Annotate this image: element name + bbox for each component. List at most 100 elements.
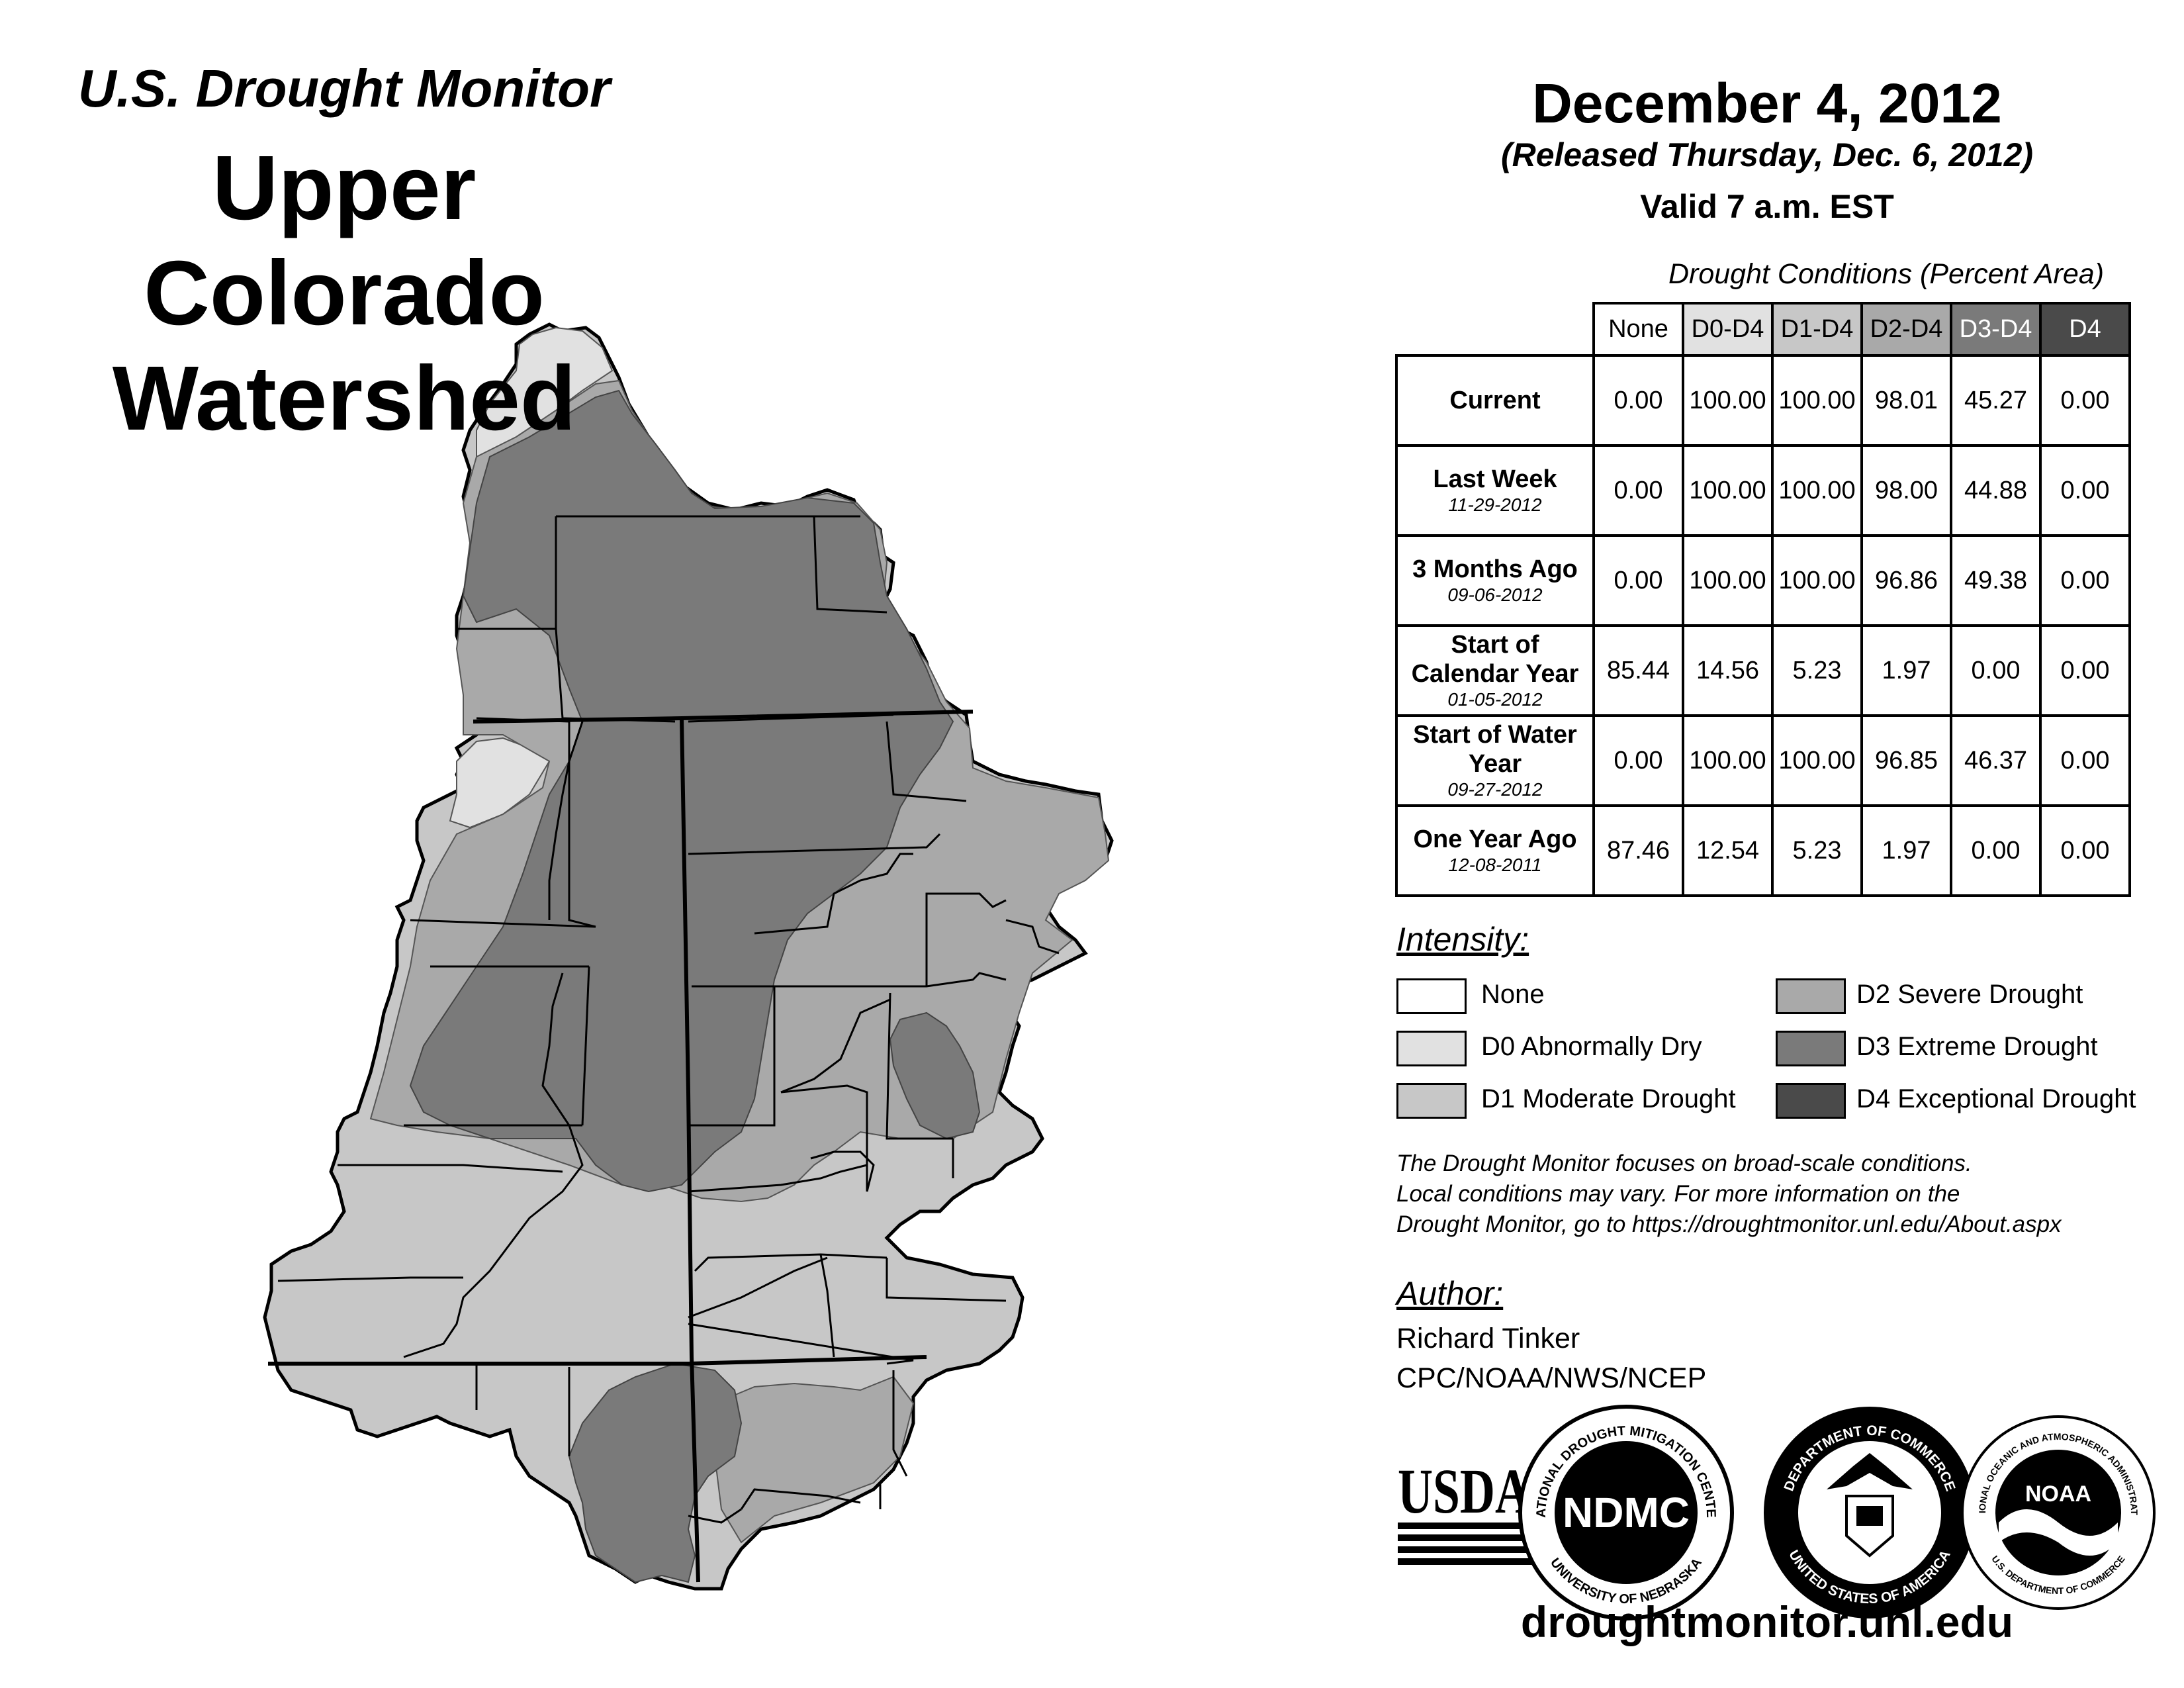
col-header-none: None xyxy=(1592,302,1684,357)
row-label: Last Week 11-29-2012 xyxy=(1395,444,1595,537)
table-row: Current 0.00 100.00 100.00 98.01 45.27 0… xyxy=(1395,354,2131,447)
table-cell: 0.00 xyxy=(1592,534,1684,627)
table-row: 3 Months Ago 09-06-2012 0.00 100.00 100.0… xyxy=(1395,534,2131,627)
col-header-d1-d4: D1-D4 xyxy=(1771,302,1863,357)
table-corner xyxy=(1396,303,1594,355)
title-small: U.S. Drought Monitor xyxy=(77,59,611,118)
row-label-text: One Year Ago xyxy=(1413,825,1577,853)
page-title: Upper Colorado Watershed xyxy=(112,137,576,449)
col-header-d3-d4: D3-D4 xyxy=(1950,302,2042,357)
release-date: (Released Thursday, Dec. 6, 2012) xyxy=(1500,136,2034,173)
table-cell: 85.44 xyxy=(1592,624,1684,717)
state-boundaries xyxy=(268,710,974,1583)
table-cell: 100.00 xyxy=(1771,534,1863,627)
legend-label: D4 Exceptional Drought xyxy=(1856,1084,2136,1113)
table-cell: 100.00 xyxy=(1771,444,1863,537)
table-cell: 0.00 xyxy=(1592,714,1684,807)
drought-conditions-table: None D0-D4 D1-D4 D2-D4 D3-D4 D4 Current … xyxy=(1395,302,2131,897)
table-cell: 98.00 xyxy=(1860,444,1952,537)
table-cell: 100.00 xyxy=(1682,444,1774,537)
table-cell: 46.37 xyxy=(1950,714,2042,807)
d3-area xyxy=(889,1011,981,1140)
table-header-row: None D0-D4 D1-D4 D2-D4 D3-D4 D4 xyxy=(1396,302,2131,357)
table-cell: 100.00 xyxy=(1682,354,1774,447)
author-heading: Author: xyxy=(1396,1275,1504,1312)
row-label-text: Current xyxy=(1449,387,1541,414)
table-cell: 96.86 xyxy=(1860,534,1952,627)
d0-area xyxy=(449,737,551,829)
legend-swatch-d4 xyxy=(1776,1083,1846,1119)
legend-label: D3 Extreme Drought xyxy=(1856,1032,2098,1061)
row-label: One Year Ago 12-08-2011 xyxy=(1395,804,1595,897)
table-cell: 0.00 xyxy=(1592,444,1684,537)
table-cell: 0.00 xyxy=(2039,714,2131,807)
table-cell: 0.00 xyxy=(1950,804,2042,897)
table-cell: 5.23 xyxy=(1771,624,1863,717)
table-cell: 100.00 xyxy=(1682,714,1774,807)
row-label: Start of Calendar Year 01-05-2012 xyxy=(1395,624,1595,717)
col-header-d4: D4 xyxy=(2039,302,2131,357)
table-cell: 0.00 xyxy=(2039,534,2131,627)
disclaimer-note: The Drought Monitor focuses on broad-sca… xyxy=(1396,1149,2177,1240)
row-date: 09-06-2012 xyxy=(1447,585,1543,605)
row-label-text: Start of Calendar Year xyxy=(1411,631,1579,688)
table-cell: 100.00 xyxy=(1771,354,1863,447)
legend-swatch-d2 xyxy=(1776,978,1846,1014)
d3-area xyxy=(568,1362,743,1583)
table-row: Last Week 11-29-2012 0.00 100.00 100.00 9… xyxy=(1395,444,2131,537)
table-cell: 0.00 xyxy=(2039,444,2131,537)
map-date: December 4, 2012 xyxy=(1532,72,2002,134)
col-header-d0-d4: D0-D4 xyxy=(1682,302,1774,357)
legend-swatch-none xyxy=(1396,978,1467,1014)
legend-label: D0 Abnormally Dry xyxy=(1481,1032,1702,1061)
table-cell: 96.85 xyxy=(1860,714,1952,807)
col-header-d2-d4: D2-D4 xyxy=(1860,302,1952,357)
table-cell: 98.01 xyxy=(1860,354,1952,447)
website-url[interactable]: droughtmonitor.unl.edu xyxy=(1520,1597,2014,1646)
table-cell: 100.00 xyxy=(1771,714,1863,807)
row-label-text: Last Week xyxy=(1433,465,1557,493)
row-label-text: 3 Months Ago xyxy=(1412,555,1578,583)
table-cell: 0.00 xyxy=(2039,354,2131,447)
table-cell: 87.46 xyxy=(1592,804,1684,897)
legend-swatch-d1 xyxy=(1396,1083,1467,1119)
row-date: 11-29-2012 xyxy=(1448,494,1542,515)
table-cell: 1.97 xyxy=(1860,624,1952,717)
table-cell: 49.38 xyxy=(1950,534,2042,627)
legend-title: Intensity: xyxy=(1396,921,1529,958)
row-label-text: Start of Water Year xyxy=(1413,721,1577,778)
row-label: Current xyxy=(1395,354,1595,447)
table-row: Start of Calendar Year 01-05-2012 85.44 1… xyxy=(1395,624,2131,717)
table-row: Start of Water Year 09-27-2012 0.00 100.0… xyxy=(1395,714,2131,807)
table-cell: 44.88 xyxy=(1950,444,2042,537)
legend-label: None xyxy=(1481,980,1545,1009)
row-label: Start of Water Year 09-27-2012 xyxy=(1395,714,1595,807)
table-cell: 45.27 xyxy=(1950,354,2042,447)
legend-label: D2 Severe Drought xyxy=(1856,980,2083,1009)
table-cell: 100.00 xyxy=(1682,534,1774,627)
table-cell: 12.54 xyxy=(1682,804,1774,897)
row-date: 09-27-2012 xyxy=(1447,779,1543,800)
row-date: 12-08-2011 xyxy=(1448,855,1542,875)
d2-area xyxy=(714,1376,915,1544)
row-date: 01-05-2012 xyxy=(1447,689,1543,710)
table-caption: Drought Conditions (Percent Area) xyxy=(1668,258,2105,290)
note-line: Drought Monitor, go to https://droughtmo… xyxy=(1396,1211,2062,1237)
note-line: The Drought Monitor focuses on broad-sca… xyxy=(1396,1150,1972,1176)
county-boundaries xyxy=(277,515,1060,1524)
table-cell: 0.00 xyxy=(1592,354,1684,447)
table-cell: 14.56 xyxy=(1682,624,1774,717)
table-cell: 0.00 xyxy=(1950,624,2042,717)
valid-time: Valid 7 a.m. EST xyxy=(1640,188,1894,225)
table-cell: 0.00 xyxy=(2039,804,2131,897)
legend-label: D1 Moderate Drought xyxy=(1481,1084,1736,1113)
legend-swatch-d0 xyxy=(1396,1031,1467,1066)
row-label: 3 Months Ago 09-06-2012 xyxy=(1395,534,1595,627)
table-cell: 5.23 xyxy=(1771,804,1863,897)
author-name: Richard Tinker xyxy=(1396,1323,1580,1354)
table-cell: 0.00 xyxy=(2039,624,2131,717)
legend-swatch-d3 xyxy=(1776,1031,1846,1066)
table-row: One Year Ago 12-08-2011 87.46 12.54 5.23 … xyxy=(1395,804,2131,897)
table-cell: 1.97 xyxy=(1860,804,1952,897)
